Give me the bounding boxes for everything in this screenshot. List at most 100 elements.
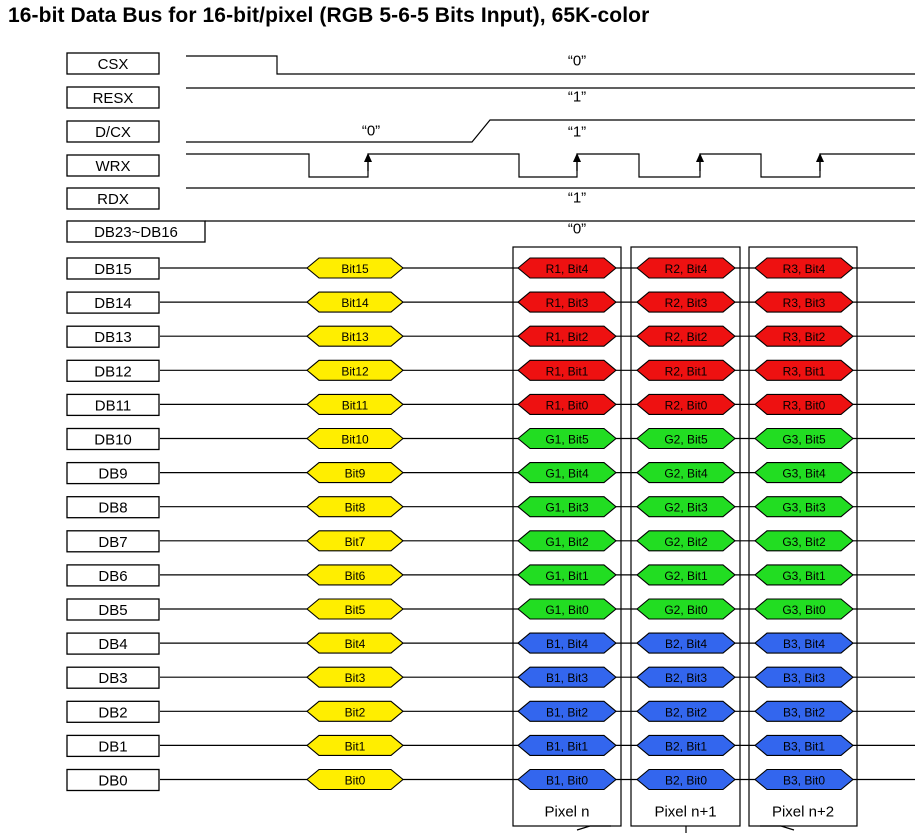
data-row-db14: DB14 Bit14 R1, Bit3 R2, Bit3 R3, Bit3 xyxy=(66,291,915,314)
pixel-n-hexagon xyxy=(517,598,617,620)
pixel-n-hexagon xyxy=(517,427,617,450)
wrx-rising-edge-arrow-1 xyxy=(364,153,372,162)
pixel-n-hexagon xyxy=(517,393,617,415)
brace-right xyxy=(760,825,795,831)
bit-hexagon-label: Bit11 xyxy=(342,398,369,412)
pixel-n-hexagon xyxy=(517,666,617,688)
pixel-n2-hexagon-label: B3, Bit2 xyxy=(783,705,825,719)
pixel-n-hexagon xyxy=(517,632,617,654)
pixel-n-hexagon xyxy=(517,768,617,791)
signal-label-resx-box xyxy=(66,86,160,109)
dcx-value-label-low: “0” xyxy=(362,123,380,140)
signal-label-wrx: WRX xyxy=(96,158,131,175)
data-line-label: DB11 xyxy=(95,397,131,414)
pixel-n1-hexagon-label: B2, Bit3 xyxy=(665,671,707,685)
data-row-db5: DB5 Bit5 G1, Bit0 G2, Bit0 G3, Bit0 xyxy=(66,598,915,621)
data-line-label-box xyxy=(66,393,160,417)
data-row-db0: DB0 Bit0 B1, Bit0 B2, Bit0 B3, Bit0 xyxy=(66,768,915,792)
pixel-n-hexagon-label: R1, Bit2 xyxy=(546,330,589,344)
data-line-label: DB10 xyxy=(94,432,132,449)
bit-hexagon-label: Bit6 xyxy=(345,569,366,583)
pixel-n1-hexagon xyxy=(636,598,736,620)
bit-hexagon-label: Bit9 xyxy=(345,467,366,481)
bit-hexagon xyxy=(306,325,404,347)
bit-hexagon xyxy=(306,496,404,518)
pixel-n-hexagon xyxy=(517,496,617,518)
bit-hexagon xyxy=(306,291,404,313)
bit-hexagon xyxy=(306,530,404,552)
pixel-n-hexagon xyxy=(517,359,617,381)
dcx-value-label-high: “1” xyxy=(568,124,586,141)
pixel-n1-hexagon xyxy=(636,734,736,756)
signal-label-rdx-box xyxy=(66,187,160,210)
pixel-n-hexagon-label: G1, Bit3 xyxy=(545,501,589,515)
pixel-n-hexagon-label: R1, Bit4 xyxy=(546,262,589,276)
bit-hexagon-label: Bit4 xyxy=(345,637,366,651)
pixel-n-hexagon xyxy=(517,700,617,722)
pixel-n1-hexagon-label: B2, Bit4 xyxy=(665,637,707,651)
data-row-db3: DB3 Bit3 B1, Bit3 B2, Bit3 B3, Bit3 xyxy=(66,666,915,689)
data-row-db7: DB7 Bit7 G1, Bit2 G2, Bit2 G3, Bit2 xyxy=(66,530,915,553)
data-line-label-box xyxy=(66,632,160,655)
data-row-db8: DB8 Bit8 G1, Bit3 G2, Bit3 G3, Bit3 xyxy=(66,496,915,519)
pixel-n-hexagon-label: B1, Bit3 xyxy=(546,671,588,685)
bit-hexagon xyxy=(306,393,404,415)
wrx-rising-edge-arrow-2 xyxy=(573,153,581,162)
data-line-label-box xyxy=(66,257,160,280)
signal-label-csx: CSX xyxy=(98,56,129,73)
data-line-label: DB2 xyxy=(98,704,127,721)
bit-hexagon xyxy=(306,427,404,450)
pixel-n1-hexagon-label: B2, Bit0 xyxy=(665,774,707,788)
data-row-db13: DB13 Bit13 R1, Bit2 R2, Bit2 R3, Bit2 xyxy=(66,325,915,348)
signal-label-csx-box xyxy=(66,52,160,75)
pixel-n2-hexagon-label: R3, Bit3 xyxy=(783,296,826,310)
pixel-n1-hexagon xyxy=(636,462,736,484)
data-line-label-box xyxy=(66,359,160,382)
bit-hexagon xyxy=(306,768,404,791)
pixel-n-hexagon xyxy=(517,325,617,347)
pixel-n2-hexagon-label: B3, Bit0 xyxy=(783,774,825,788)
pixel-n2-hexagon-label: G3, Bit4 xyxy=(782,467,826,481)
bit-hexagon xyxy=(306,734,404,756)
pixel-n2-hexagon xyxy=(754,700,854,722)
data-line-label-box xyxy=(66,461,160,485)
data-line-label-box xyxy=(66,496,160,519)
data-line-label-box xyxy=(66,427,160,451)
bit-hexagon xyxy=(306,666,404,688)
data-line-label: DB4 xyxy=(98,636,127,653)
pixel-n2-hexagon xyxy=(754,530,854,552)
rdx-value-label: “1” xyxy=(568,190,586,207)
pixel-n2-hexagon xyxy=(754,598,854,620)
pixel-frame-3 xyxy=(748,246,858,827)
pixel-frames: Pixel n Pixel n+1 Pixel n+2 xyxy=(512,246,858,833)
wrx-rising-edge-arrow-4 xyxy=(816,153,824,162)
bit-hexagon xyxy=(306,564,404,586)
pixel-n2-hexagon-label: R3, Bit2 xyxy=(783,330,826,344)
pixel-n2-hexagon-label: R3, Bit4 xyxy=(783,262,826,276)
data-row-db6: DB6 Bit6 G1, Bit1 G2, Bit1 G3, Bit1 xyxy=(66,564,915,587)
control-signals: CSX “0” RESX “1” D/CX “0” “1” WRX RDX “1” DB23~DB1… xyxy=(66,52,915,243)
pixel-n2-hexagon xyxy=(754,462,854,484)
pixel-n1-hexagon xyxy=(636,393,736,415)
data-line-label: DB1 xyxy=(98,738,127,755)
csx-waveform xyxy=(186,55,915,75)
pixel-n1-hexagon-label: B2, Bit1 xyxy=(665,739,707,753)
pixel-n1-hexagon xyxy=(636,496,736,518)
diagram-title: 16-bit Data Bus for 16-bit/pixel (RGB 5-… xyxy=(8,4,650,27)
pixel-n2-hexagon xyxy=(754,359,854,381)
pixel-n2-hexagon xyxy=(754,496,854,518)
pixel-n1-hexagon-label: B2, Bit2 xyxy=(665,705,707,719)
data-line-label-box xyxy=(66,564,160,587)
data-row-db4: DB4 Bit4 B1, Bit4 B2, Bit4 B3, Bit4 xyxy=(66,632,915,655)
signal-label-wrx-box xyxy=(66,154,160,177)
dcx-waveform xyxy=(186,119,915,143)
pixel-n1-hexagon-label: G2, Bit0 xyxy=(664,603,708,617)
bit-hexagon-label: Bit13 xyxy=(341,330,369,344)
pixel-n-hexagon-label: B1, Bit4 xyxy=(546,637,588,651)
pixel-n-hexagon-label: G1, Bit1 xyxy=(545,569,589,583)
data-line-label: DB9 xyxy=(98,466,127,483)
pixel-n1-hexagon xyxy=(636,666,736,688)
pixel-n-hexagon-label: G1, Bit5 xyxy=(545,433,589,447)
data-line-label: DB0 xyxy=(98,773,127,790)
pixel-column-label-1: Pixel n xyxy=(544,804,589,821)
